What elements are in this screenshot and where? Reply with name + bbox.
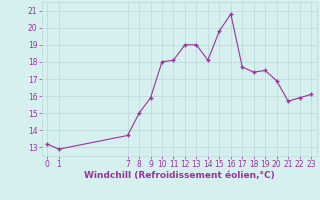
X-axis label: Windchill (Refroidissement éolien,°C): Windchill (Refroidissement éolien,°C)	[84, 171, 275, 180]
